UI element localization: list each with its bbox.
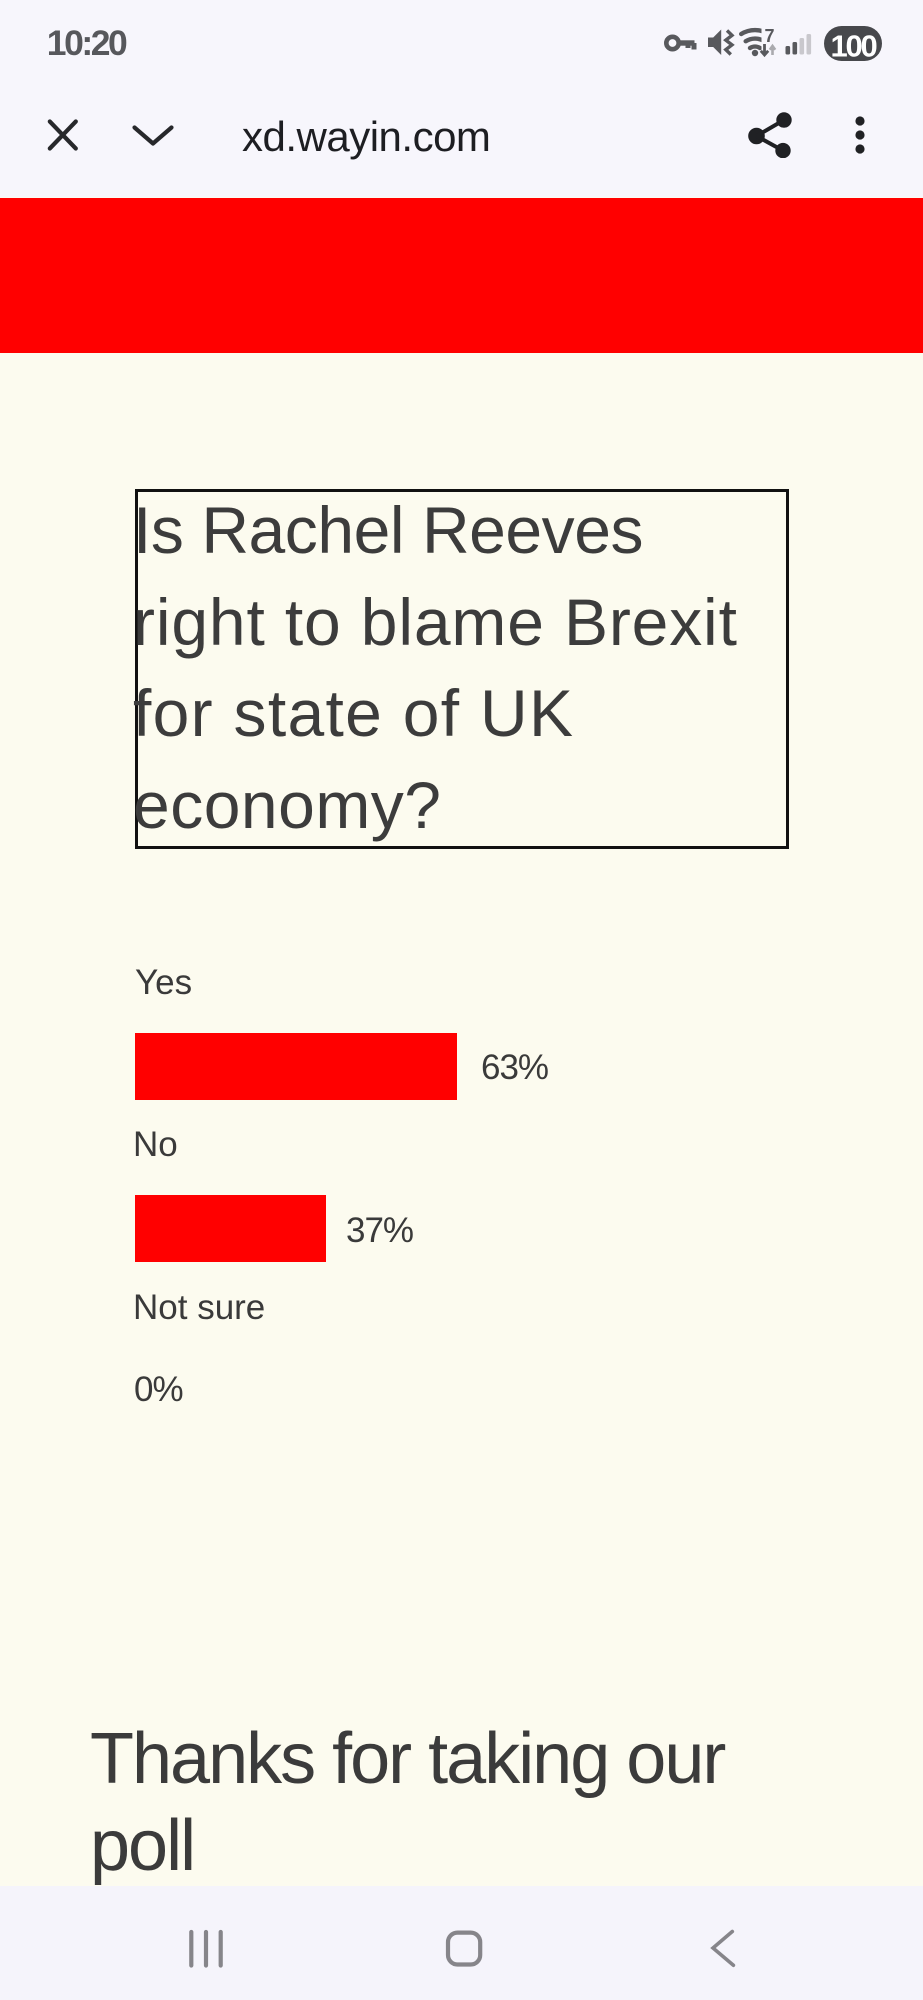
svg-text:100: 100 bbox=[830, 29, 876, 64]
svg-text:7: 7 bbox=[765, 26, 775, 46]
